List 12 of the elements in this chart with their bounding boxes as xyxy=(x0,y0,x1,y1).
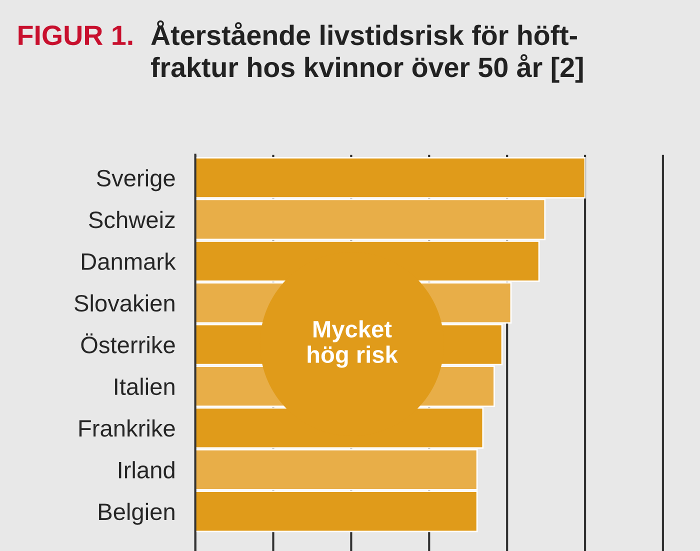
y-tick-label: Danmark xyxy=(82,252,176,270)
y-tick-label: Irland xyxy=(118,461,174,478)
annotation: Mycket hög risk xyxy=(308,320,398,368)
text: FIGUR 1. xyxy=(18,26,132,46)
y-tick-label: Sverige xyxy=(96,169,175,192)
y-tick-label: Belgien xyxy=(99,502,174,525)
y-tick-label: Italien xyxy=(115,378,174,396)
y-tick-label: Schweiz xyxy=(89,210,175,228)
y-tick-label: Slovakien xyxy=(74,294,174,312)
y-tick-label: Österrike xyxy=(81,333,175,354)
y-tick-label: Frankrike xyxy=(79,419,175,437)
chart-title: Återstående livstidsrisk för höft- fraktur hos kvinnor över 50 år [2] xyxy=(150,20,583,83)
